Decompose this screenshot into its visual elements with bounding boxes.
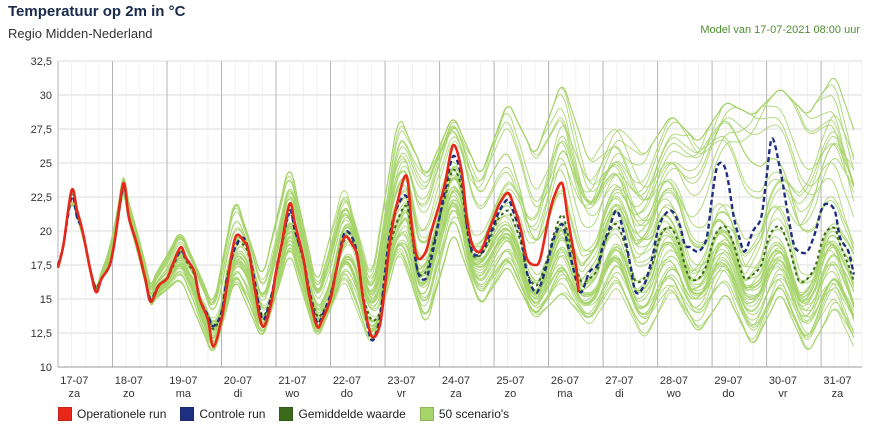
chart-title: Temperatuur op 2m in °C bbox=[8, 3, 186, 20]
legend-item-control[interactable]: Controle run bbox=[180, 407, 265, 421]
x-tick-day: do bbox=[341, 388, 353, 400]
y-tick-label: 27,5 bbox=[31, 124, 52, 136]
ensemble-line bbox=[57, 185, 855, 337]
ensemble-line bbox=[57, 184, 855, 335]
y-tick-label: 32,5 bbox=[31, 56, 52, 68]
x-tick-date: 25-07 bbox=[496, 375, 524, 387]
y-tick-label: 25 bbox=[40, 158, 52, 170]
ensemble-line bbox=[57, 135, 855, 325]
x-tick-day: vr bbox=[397, 388, 407, 400]
x-tick-day: ma bbox=[557, 388, 573, 400]
x-tick-date: 31-07 bbox=[823, 375, 851, 387]
x-tick-day: wo bbox=[284, 388, 299, 400]
legend-item-scenarios[interactable]: 50 scenario's bbox=[419, 407, 510, 421]
series-control-line bbox=[56, 137, 855, 342]
legend-swatch-mean bbox=[279, 407, 294, 421]
x-tick-date: 23-07 bbox=[387, 375, 415, 387]
x-tick-date: 20-07 bbox=[224, 375, 252, 387]
y-tick-label: 10 bbox=[40, 362, 52, 374]
model-run-label: Model van 17-07-2021 08:00 uur bbox=[700, 24, 860, 36]
x-tick-date: 19-07 bbox=[169, 375, 197, 387]
ensemble-line bbox=[57, 193, 855, 333]
chart-subtitle: Regio Midden-Nederland bbox=[8, 26, 153, 41]
x-tick-date: 21-07 bbox=[278, 375, 306, 387]
ensemble-line bbox=[57, 117, 855, 310]
x-tick-date: 24-07 bbox=[442, 375, 470, 387]
ensemble-line bbox=[57, 77, 855, 304]
x-tick-day: za bbox=[832, 388, 845, 400]
ensemble-line bbox=[57, 191, 855, 350]
x-tick-day: za bbox=[450, 388, 463, 400]
ensemble-line bbox=[57, 195, 855, 340]
legend-swatch-operational bbox=[58, 407, 72, 421]
x-tick-date: 30-07 bbox=[769, 375, 797, 387]
x-tick-date: 18-07 bbox=[115, 375, 143, 387]
legend-swatch-control bbox=[180, 407, 195, 421]
legend-label-operational: Operationele run bbox=[77, 407, 167, 421]
legend-swatch-scenarios bbox=[419, 407, 434, 421]
legend-label-mean: Gemiddelde waarde bbox=[298, 407, 406, 421]
x-tick-date: 17-07 bbox=[60, 375, 88, 387]
x-tick-day: di bbox=[615, 388, 624, 400]
y-tick-label: 20 bbox=[40, 226, 52, 238]
ensemble-line bbox=[57, 192, 855, 351]
legend-item-operational[interactable]: Operationele run bbox=[58, 407, 166, 421]
x-tick-day: vr bbox=[778, 388, 788, 400]
ensemble-line bbox=[57, 187, 855, 332]
ensemble-line bbox=[57, 186, 855, 339]
legend-item-mean[interactable]: Gemiddelde waarde bbox=[279, 407, 406, 421]
x-tick-day: zo bbox=[123, 388, 135, 400]
y-tick-label: 22,5 bbox=[31, 192, 52, 204]
legend-label-control: Controle run bbox=[199, 407, 266, 421]
ensemble-line bbox=[57, 195, 855, 350]
series-operational-line bbox=[56, 143, 580, 348]
x-tick-date: 29-07 bbox=[714, 375, 742, 387]
x-tick-day: ma bbox=[176, 388, 192, 400]
x-tick-date: 26-07 bbox=[551, 375, 579, 387]
x-tick-day: di bbox=[234, 388, 243, 400]
legend: Operationele run Controle run Gemiddelde… bbox=[58, 407, 509, 421]
x-tick-date: 28-07 bbox=[660, 375, 688, 387]
ensemble-line bbox=[57, 89, 855, 301]
x-tick-day: do bbox=[722, 388, 734, 400]
x-tick-day: wo bbox=[666, 388, 681, 400]
ensemble-line bbox=[57, 84, 855, 306]
series-mean-line bbox=[57, 168, 855, 330]
y-tick-label: 30 bbox=[40, 90, 52, 102]
x-tick-date: 27-07 bbox=[605, 375, 633, 387]
x-tick-day: zo bbox=[505, 388, 517, 400]
y-tick-label: 15 bbox=[40, 294, 52, 306]
y-tick-label: 12,5 bbox=[31, 328, 52, 340]
x-tick-day: za bbox=[69, 388, 82, 400]
x-tick-date: 22-07 bbox=[333, 375, 361, 387]
y-tick-label: 17,5 bbox=[31, 260, 52, 272]
ensemble-line bbox=[57, 188, 855, 343]
legend-label-scenarios: 50 scenario's bbox=[438, 407, 510, 421]
